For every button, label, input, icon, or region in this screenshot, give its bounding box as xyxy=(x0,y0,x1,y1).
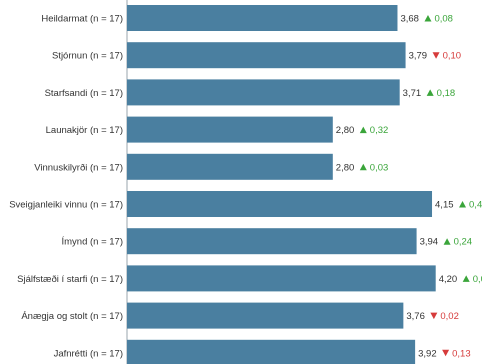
category-label: Ímynd (n = 17) xyxy=(61,237,123,248)
decrease-triangle-icon xyxy=(432,52,440,59)
category-label: Sjálfstæði í starfi (n = 17) xyxy=(17,274,123,285)
bar xyxy=(127,116,333,143)
value-label: 4,15 xyxy=(435,200,454,211)
change-label: 0,13 xyxy=(452,348,471,359)
value-label: 2,80 xyxy=(336,162,355,173)
value-label: 3,71 xyxy=(403,88,422,99)
decrease-triangle-icon xyxy=(430,312,438,320)
value-label: 2,80 xyxy=(336,125,355,136)
value-label: 3,92 xyxy=(418,348,437,359)
value-label: 3,68 xyxy=(400,14,419,25)
category-label: Starfsandi (n = 17) xyxy=(45,88,123,99)
increase-triangle-icon xyxy=(424,15,432,22)
increase-triangle-icon xyxy=(462,275,470,282)
increase-triangle-icon xyxy=(459,201,467,208)
value-label: 3,79 xyxy=(409,51,428,62)
decrease-triangle-icon xyxy=(442,349,450,357)
value-label: 3,94 xyxy=(420,237,439,248)
change-label: 0,03 xyxy=(370,162,389,173)
category-label: Stjórnun (n = 17) xyxy=(52,51,123,62)
category-label: Vinnuskilyrði (n = 17) xyxy=(34,162,123,173)
change-label: 0,02 xyxy=(440,311,459,322)
change-label: 0,32 xyxy=(370,125,389,136)
category-label: Ánægja og stolt (n = 17) xyxy=(21,311,123,322)
bar xyxy=(127,228,417,255)
bar xyxy=(127,42,406,69)
chart-rows: Heildarmat (n = 17) 3,68 0,08 Stjórnun (n =… xyxy=(9,5,482,364)
category-label: Heildarmat (n = 17) xyxy=(41,14,123,25)
category-label: Jafnrétti (n = 17) xyxy=(54,348,123,359)
change-label: 0,10 xyxy=(443,51,462,62)
category-label: Sveigjanleiki vinnu (n = 17) xyxy=(9,200,123,211)
bar xyxy=(127,79,400,106)
change-label: 0,08 xyxy=(434,14,453,25)
bar xyxy=(127,339,416,364)
change-label: 0,18 xyxy=(437,88,456,99)
bar xyxy=(127,265,436,292)
increase-triangle-icon xyxy=(426,89,434,96)
increase-triangle-icon xyxy=(359,163,367,171)
bar xyxy=(127,302,404,329)
change-label: 0,40 xyxy=(469,200,482,211)
category-label: Launakjör (n = 17) xyxy=(46,125,123,136)
bar xyxy=(127,5,398,31)
change-label: 0,05 xyxy=(473,274,482,285)
bar xyxy=(127,153,333,180)
bar xyxy=(127,191,433,217)
change-label: 0,24 xyxy=(454,237,473,248)
value-label: 4,20 xyxy=(439,274,458,285)
increase-triangle-icon xyxy=(443,238,451,245)
increase-triangle-icon xyxy=(359,126,367,134)
value-label: 3,76 xyxy=(406,311,425,322)
